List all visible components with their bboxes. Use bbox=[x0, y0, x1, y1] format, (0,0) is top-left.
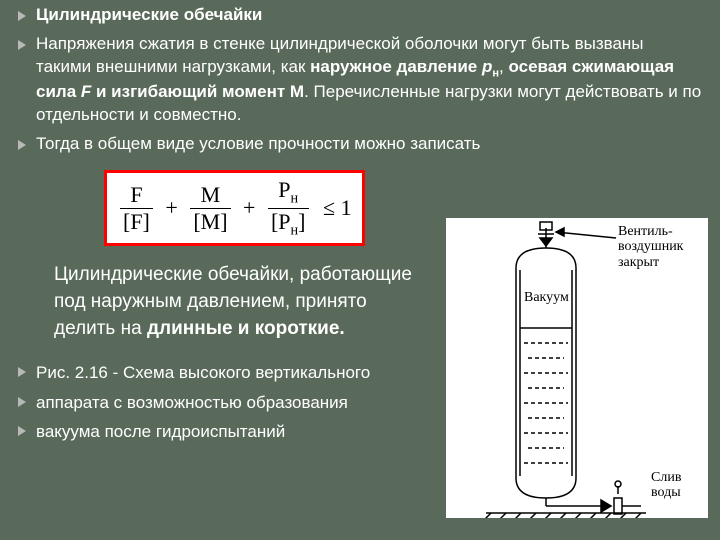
triangle-icon bbox=[18, 11, 26, 21]
drain-label: Слив воды bbox=[651, 470, 681, 501]
triangle-icon bbox=[18, 40, 26, 50]
valve-label: Вентиль- воздушник закрыт bbox=[618, 224, 683, 270]
fraction-3: Pн [Pн] bbox=[268, 179, 309, 237]
bullet-2-text: Напряжения сжатия в стенке цилиндрическо… bbox=[36, 33, 702, 127]
triangle-icon bbox=[18, 426, 26, 436]
bullet-2: Напряжения сжатия в стенке цилиндрическо… bbox=[18, 33, 702, 127]
formula-box: F [F] + M [M] + Pн [Pн] ≤ 1 bbox=[104, 170, 365, 246]
middle-paragraph: Цилиндрические обечайки, работающие под … bbox=[54, 262, 414, 342]
bullet-3-text: Тогда в общем виде условие прочности мож… bbox=[36, 133, 702, 156]
vessel-diagram: Вентиль- воздушник закрыт Вакуум Слив во… bbox=[446, 218, 708, 518]
slide: Цилиндрические обечайки Напряжения сжати… bbox=[0, 0, 720, 540]
main-bullets: Цилиндрические обечайки Напряжения сжати… bbox=[18, 4, 702, 156]
bullet-1-text: Цилиндрические обечайки bbox=[36, 4, 702, 27]
triangle-icon bbox=[18, 140, 26, 150]
vacuum-label: Вакуум bbox=[524, 290, 569, 305]
bullet-1: Цилиндрические обечайки bbox=[18, 4, 702, 27]
fraction-2: M [M] bbox=[190, 184, 230, 233]
triangle-icon bbox=[18, 367, 26, 377]
fraction-1: F [F] bbox=[120, 184, 153, 233]
triangle-icon bbox=[18, 397, 26, 407]
bullet-3: Тогда в общем виде условие прочности мож… bbox=[18, 133, 702, 156]
